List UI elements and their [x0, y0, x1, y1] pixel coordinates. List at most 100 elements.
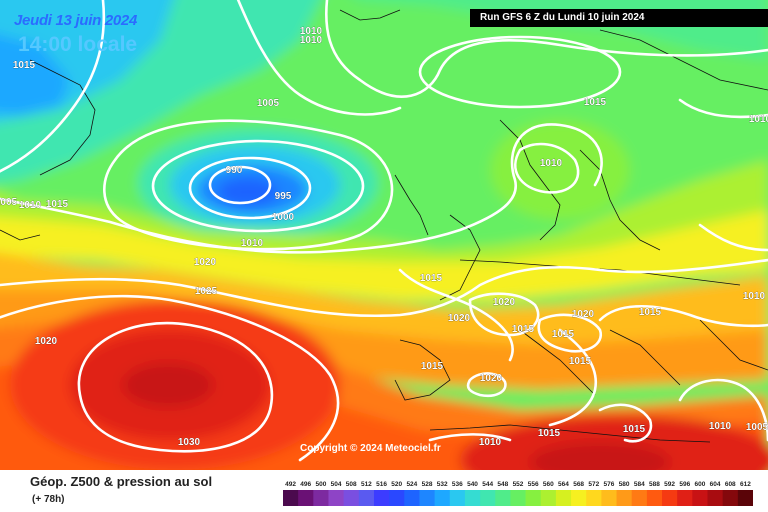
copyright-notice: Copyright © 2024 Meteociel.fr: [300, 443, 441, 454]
scale-tick-label: 532: [437, 481, 448, 488]
scale-swatch: [389, 490, 405, 506]
scale-swatch: [525, 490, 542, 506]
scale-tick-label: 552: [513, 481, 524, 488]
isobar-label: 1015: [46, 199, 69, 210]
scale-swatch: [298, 490, 314, 506]
isobar-label: 995: [275, 191, 292, 202]
scale-swatch: [510, 490, 527, 506]
isobar-label: 1010: [300, 26, 323, 37]
isobar-labels: 1010101010151005101510109909951000100510…: [0, 26, 768, 448]
scale-tick-label: 612: [740, 481, 751, 488]
scale-tick-label: 516: [376, 481, 387, 488]
scale-swatch: [662, 490, 678, 506]
isobar-label: 1010: [19, 200, 42, 211]
scale-tick-label: 504: [331, 481, 342, 488]
scale-swatch: [328, 490, 345, 506]
isobar-label: 1010: [749, 114, 768, 125]
scale-swatch: [540, 490, 557, 506]
isobar-label: 1020: [194, 257, 217, 268]
scale-tick-label: 496: [300, 481, 311, 488]
isobar-label: 990: [226, 165, 243, 176]
scale-swatch: [449, 490, 466, 506]
scale-tick-label: 544: [482, 481, 493, 488]
scale-tick-label: 536: [452, 481, 463, 488]
scale-tick-label: 492: [285, 481, 296, 488]
scale-swatch: [464, 490, 481, 506]
scale-tick-label: 592: [664, 481, 675, 488]
isobar-label: 1010: [241, 238, 264, 249]
scale-swatch: [586, 490, 602, 506]
isobar-label: 1005: [0, 197, 18, 208]
scale-swatch: [601, 490, 618, 506]
scale-tick-label: 528: [422, 481, 433, 488]
isobar-label: 1025: [195, 286, 218, 297]
scale-swatch: [555, 490, 572, 506]
scale-swatch: [646, 490, 663, 506]
isobar-label: 1010: [709, 421, 732, 432]
scale-tick-label: 588: [649, 481, 660, 488]
scale-tick-label: 596: [679, 481, 690, 488]
scale-tick-label: 508: [346, 481, 357, 488]
scale-swatch: [283, 490, 299, 506]
forecast-time: 14:00 locale: [18, 33, 138, 56]
isobar-label: 1015: [552, 329, 575, 340]
isobar-label: 1015: [512, 324, 535, 335]
scale-tick-label: 500: [315, 481, 326, 488]
scale-tick-label: 548: [497, 481, 508, 488]
isobar-label: 1015: [584, 97, 607, 108]
scale-swatch: [358, 490, 375, 506]
scale-swatch: [722, 490, 739, 506]
product-title: Géop. Z500 & pression au sol: [30, 474, 213, 489]
scale-tick-label: 604: [710, 481, 721, 488]
isobar-label: 1015: [538, 428, 561, 439]
scale-tick-label: 564: [558, 481, 569, 488]
color-scale-legend: 492 496 500 504 508 512 516 520 524 528 532 536 540 5…: [283, 481, 753, 506]
lead-time: (+ 78h): [32, 494, 65, 505]
scale-swatch: [631, 490, 648, 506]
scale-swatch: [571, 490, 587, 506]
isobar-label: 1020: [35, 336, 58, 347]
scale-tick-label: 540: [467, 481, 478, 488]
isobar-label: 1010: [479, 437, 502, 448]
forecast-date: Jeudi 13 juin 2024: [14, 12, 137, 29]
isobar-label: 1005: [257, 98, 280, 109]
scale-swatch: [343, 490, 360, 506]
scale-swatch: [616, 490, 633, 506]
scale-swatch: [495, 490, 511, 506]
weather-map: 1010101010151005101510109909951000100510…: [0, 0, 768, 470]
isobar-label: 1030: [178, 437, 201, 448]
isobar-label: 1015: [639, 307, 662, 318]
isobar-label: 1015: [420, 273, 443, 284]
scale-swatch: [480, 490, 496, 506]
scale-tick-label: 520: [391, 481, 402, 488]
scale-tick-label: 560: [543, 481, 554, 488]
scale-tick-label: 584: [634, 481, 645, 488]
scale-tick-label: 524: [406, 481, 417, 488]
isobar-label: 1020: [572, 309, 595, 320]
scale-tick-label: 568: [573, 481, 584, 488]
isobar-label: 1015: [13, 60, 36, 71]
scale-swatch: [373, 490, 390, 506]
scale-swatch: [434, 490, 451, 506]
scale-swatch: [404, 490, 420, 506]
scale-tick-label: 556: [528, 481, 539, 488]
scale-swatch: [677, 490, 693, 506]
isobar-label: 1010: [300, 35, 323, 46]
isobar-label: 1015: [421, 361, 444, 372]
scale-swatch: [707, 490, 724, 506]
scale-tick-label: 600: [695, 481, 706, 488]
isobar-label: 1020: [480, 373, 503, 384]
scale-swatch: [313, 490, 329, 506]
scale-tick-label: 576: [604, 481, 615, 488]
scale-swatch: [737, 490, 753, 506]
isobar-label: 1020: [448, 313, 471, 324]
scale-tick-label: 512: [361, 481, 372, 488]
scale-swatch: [419, 490, 436, 506]
isobar-label: 1020: [493, 297, 516, 308]
isobar-label: 1010: [743, 291, 766, 302]
geopotential-field: [0, 0, 768, 470]
isobar-label: 1015: [623, 424, 646, 435]
scale-swatch: [692, 490, 709, 506]
isobar-label: 1005: [746, 422, 768, 433]
isobars: [0, 0, 768, 460]
